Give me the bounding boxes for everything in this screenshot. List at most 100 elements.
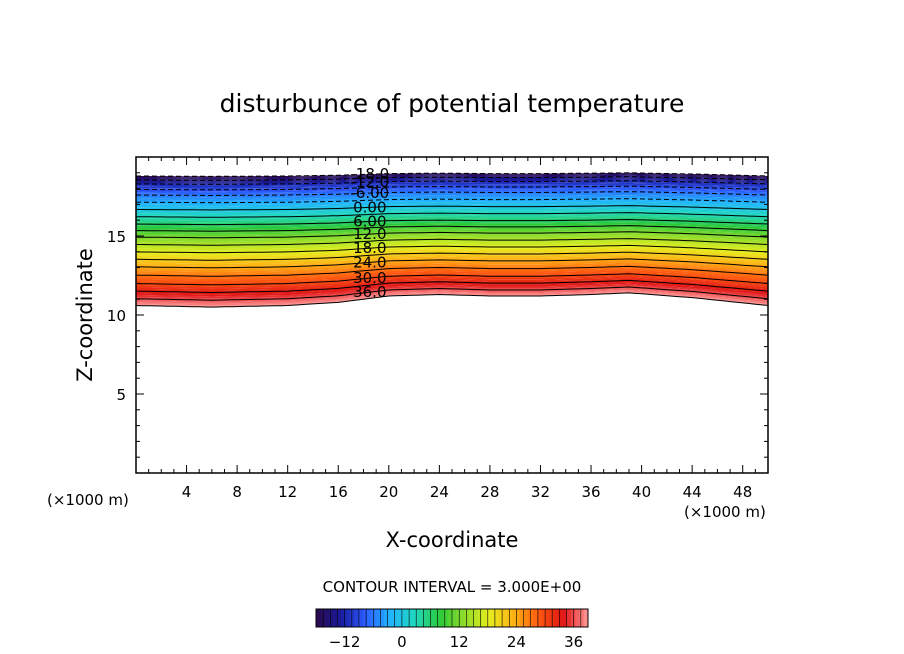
colorbar-cell: [388, 609, 393, 627]
colorbar-cell: [460, 609, 466, 627]
contour-band: [136, 290, 768, 306]
colorbar-cell: [443, 609, 449, 627]
x-tick-label: 12: [278, 483, 297, 501]
colorbar-cell: [375, 609, 381, 627]
contour-band: [136, 285, 768, 301]
contour-line: [136, 191, 768, 197]
colorbar-ticks: −12 0 12 24 36: [329, 633, 583, 651]
contour-band: [136, 270, 768, 283]
colorbar-cell: [354, 609, 359, 627]
contour-label: 36.0: [353, 283, 386, 301]
contour-line: [136, 225, 768, 232]
contour-band: [136, 225, 768, 233]
colorbar-cell: [481, 609, 487, 627]
colorbar-cell: [524, 609, 529, 627]
contour-band: [136, 191, 768, 198]
colorbar-cell: [456, 609, 461, 627]
contour-line: [136, 258, 768, 269]
colorbar-cell: [532, 609, 538, 627]
contour-band: [136, 196, 768, 203]
contour-label: 12.0: [353, 225, 386, 243]
contour-band: [136, 195, 768, 201]
x-unit-left: (×1000 m): [47, 491, 129, 509]
contour-label: -12.0: [350, 173, 389, 191]
contour-band: [136, 182, 768, 188]
colorbar-cell: [430, 609, 436, 627]
x-tick-label: 4: [182, 483, 192, 501]
contour-band: [136, 255, 768, 266]
x-tick-label: 48: [733, 483, 752, 501]
colorbar-cell: [379, 609, 385, 627]
colorbar-cell: [583, 609, 589, 627]
x-unit-right: (×1000 m): [684, 503, 766, 521]
colorbar-cell: [541, 609, 546, 627]
contour-band: [136, 186, 768, 192]
contour-band: [136, 205, 768, 212]
colorbar-cell: [405, 609, 410, 627]
contour-line: [136, 244, 768, 254]
contour-band: [136, 282, 768, 297]
x-tick-label: 24: [430, 483, 449, 501]
contour-band: [136, 209, 768, 216]
colorbar-cell: [562, 609, 568, 627]
colorbar-cell: [469, 609, 474, 627]
contour-band: [136, 216, 768, 223]
contour-line: [136, 273, 768, 286]
contour-band: [136, 275, 768, 289]
contour-line: [136, 218, 768, 226]
contour-line: [136, 205, 768, 211]
chart-title: disturbunce of potential temperature: [220, 89, 685, 118]
contour-band: [136, 253, 768, 265]
contour-band: [136, 288, 768, 304]
contour-band: [136, 172, 768, 178]
contour-band: [136, 180, 768, 186]
x-tick-label: 40: [632, 483, 651, 501]
contour-label: 24.0: [353, 253, 386, 271]
colorbar-cell: [566, 609, 572, 627]
contour-band: [136, 183, 768, 189]
y-tick-label: 10: [107, 307, 126, 325]
contour-band: [136, 177, 768, 183]
colorbar-cell: [435, 609, 440, 627]
contour-band: [136, 174, 768, 180]
colorbar-cell: [477, 609, 483, 627]
contour-band: [136, 258, 768, 271]
contour-band: [136, 207, 768, 214]
colorbar-tick-label: 12: [450, 633, 469, 651]
contour-line: [136, 212, 768, 218]
contour-band: [136, 264, 768, 277]
colorbar-tick-label: 0: [397, 633, 407, 651]
colorbar-cell: [439, 609, 444, 627]
colorbar-cell: [409, 609, 415, 627]
colorbar-cell: [490, 609, 495, 627]
x-tick-label: 8: [232, 483, 242, 501]
contour-band: [136, 252, 768, 263]
contour-band: [136, 248, 768, 259]
contour-label: 0.00: [353, 198, 386, 216]
colorbar-frame: [315, 608, 589, 628]
contour-line: [136, 172, 768, 177]
contour-line: [136, 180, 768, 185]
x-tick-label: 32: [531, 483, 550, 501]
contour-band: [136, 198, 768, 205]
contour-band: [136, 283, 768, 299]
colorbar-cell: [575, 609, 580, 627]
colorbar-tick-label: 24: [507, 633, 526, 651]
contour-band: [136, 243, 768, 253]
colorbar-cell: [486, 609, 491, 627]
colorbar-cell: [520, 609, 525, 627]
y-tick-label: 15: [107, 228, 126, 246]
contour-band: [136, 245, 768, 255]
colorbar-cell: [328, 609, 334, 627]
contour-line: [136, 238, 768, 246]
colorbar-cell: [345, 609, 351, 627]
contour-band: [136, 214, 768, 222]
contour-band: [136, 257, 768, 268]
colorbar-cell: [367, 609, 372, 627]
contour-line: [136, 231, 768, 239]
contour-label: -6.00: [350, 184, 389, 202]
colorbar-tick-label: −12: [329, 633, 361, 651]
colorbar-cell: [511, 609, 517, 627]
contour-line: [136, 286, 768, 301]
